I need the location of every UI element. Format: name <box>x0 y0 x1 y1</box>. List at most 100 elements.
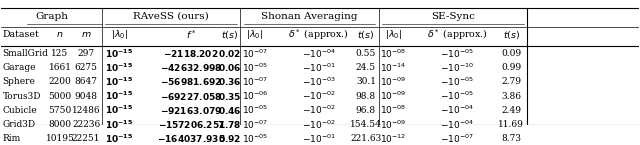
Text: $\delta^*$ (approx.): $\delta^*$ (approx.) <box>427 28 488 42</box>
Text: 5750: 5750 <box>49 106 72 115</box>
Text: $\mathbf{10^{-15}}$: $\mathbf{10^{-15}}$ <box>105 118 133 131</box>
Text: $|\lambda_0|$: $|\lambda_0|$ <box>111 28 128 41</box>
Text: 3.86: 3.86 <box>501 91 521 100</box>
Text: $-10^{-05}$: $-10^{-05}$ <box>440 47 474 60</box>
Text: 24.5: 24.5 <box>356 63 376 72</box>
Text: 10195: 10195 <box>45 134 74 143</box>
Text: $-10^{-02}$: $-10^{-02}$ <box>302 118 335 131</box>
Text: $f^*$: $f^*$ <box>186 29 196 41</box>
Text: Dataset: Dataset <box>3 30 40 39</box>
Text: 22236: 22236 <box>72 120 100 129</box>
Text: $-10^{-01}$: $-10^{-01}$ <box>302 133 335 145</box>
Text: $\mathbf{10^{-15}}$: $\mathbf{10^{-15}}$ <box>105 76 133 88</box>
Text: 2.49: 2.49 <box>501 106 521 115</box>
Text: $\mathbf{0.36}$: $\mathbf{0.36}$ <box>218 76 241 87</box>
Text: $10^{-14}$: $10^{-14}$ <box>380 61 406 74</box>
Text: 96.8: 96.8 <box>356 106 376 115</box>
Text: $10^{-07}$: $10^{-07}$ <box>242 76 268 88</box>
Text: 9048: 9048 <box>75 91 98 100</box>
Text: 0.99: 0.99 <box>501 63 521 72</box>
Text: $-10^{-02}$: $-10^{-02}$ <box>302 90 335 102</box>
Text: 8.73: 8.73 <box>501 134 521 143</box>
Text: $-10^{-02}$: $-10^{-02}$ <box>302 104 335 116</box>
Text: SmallGrid: SmallGrid <box>3 49 49 58</box>
Text: 8647: 8647 <box>75 77 98 86</box>
Text: Shonan Averaging: Shonan Averaging <box>261 12 358 21</box>
Text: $-10^{-05}$: $-10^{-05}$ <box>440 76 474 88</box>
Text: $10^{-08}$: $10^{-08}$ <box>380 104 406 116</box>
Text: $-10^{-01}$: $-10^{-01}$ <box>302 61 335 74</box>
Text: Rim: Rim <box>3 134 21 143</box>
Text: $\mathbf{1.78}$: $\mathbf{1.78}$ <box>218 119 241 130</box>
Text: $\mathbf{-2118.202}$: $\mathbf{-2118.202}$ <box>163 48 219 59</box>
Text: $n$: $n$ <box>56 30 64 39</box>
Text: $t(s)$: $t(s)$ <box>357 29 374 41</box>
Text: $10^{-12}$: $10^{-12}$ <box>380 133 406 145</box>
Text: 2200: 2200 <box>49 77 72 86</box>
Text: Torus3D: Torus3D <box>3 91 41 100</box>
Text: $10^{-07}$: $10^{-07}$ <box>242 118 268 131</box>
Text: $\mathbf{-92163.079}$: $\mathbf{-92163.079}$ <box>160 105 223 116</box>
Text: $\mathbf{10^{-15}}$: $\mathbf{10^{-15}}$ <box>105 90 133 102</box>
Text: 6275: 6275 <box>75 63 98 72</box>
Text: $|\lambda_0|$: $|\lambda_0|$ <box>246 28 264 41</box>
Text: $10^{-09}$: $10^{-09}$ <box>380 76 406 88</box>
Text: 297: 297 <box>77 49 95 58</box>
Text: $-10^{-04}$: $-10^{-04}$ <box>440 104 474 116</box>
Text: SE-Sync: SE-Sync <box>431 12 475 21</box>
Text: $10^{-05}$: $10^{-05}$ <box>242 133 268 145</box>
Text: $\mathbf{0.06}$: $\mathbf{0.06}$ <box>218 62 241 73</box>
Text: 125: 125 <box>51 49 68 58</box>
Text: $\mathbf{10^{-15}}$: $\mathbf{10^{-15}}$ <box>105 133 133 145</box>
Text: $10^{-09}$: $10^{-09}$ <box>380 118 406 131</box>
Text: 22251: 22251 <box>72 134 100 143</box>
Text: 11.69: 11.69 <box>498 120 524 129</box>
Text: Grid3D: Grid3D <box>3 120 36 129</box>
Text: $-10^{-05}$: $-10^{-05}$ <box>440 90 474 102</box>
Text: $10^{-05}$: $10^{-05}$ <box>242 104 268 116</box>
Text: $\mathbf{10^{-15}}$: $\mathbf{10^{-15}}$ <box>105 47 133 60</box>
Text: Graph: Graph <box>35 12 68 21</box>
Text: $10^{-06}$: $10^{-06}$ <box>242 90 268 102</box>
Text: $-10^{-04}$: $-10^{-04}$ <box>301 47 336 60</box>
Text: Sphere: Sphere <box>3 77 36 86</box>
Text: Cubicle: Cubicle <box>3 106 37 115</box>
Text: $\mathbf{-56981.692}$: $\mathbf{-56981.692}$ <box>160 76 222 87</box>
Text: $t(s)$: $t(s)$ <box>502 29 520 41</box>
Text: $10^{-09}$: $10^{-09}$ <box>380 90 406 102</box>
Text: $\mathbf{0.46}$: $\mathbf{0.46}$ <box>218 105 241 116</box>
Text: Garage: Garage <box>3 63 36 72</box>
Text: $|\lambda_0|$: $|\lambda_0|$ <box>385 28 402 41</box>
Text: $10^{-07}$: $10^{-07}$ <box>242 47 268 60</box>
Text: $10^{-08}$: $10^{-08}$ <box>380 47 406 60</box>
Text: 1661: 1661 <box>49 63 72 72</box>
Text: $\mathbf{0.35}$: $\mathbf{0.35}$ <box>218 90 241 102</box>
Text: 0.09: 0.09 <box>501 49 521 58</box>
Text: $\mathbf{-69227.058}$: $\mathbf{-69227.058}$ <box>160 90 223 102</box>
Text: 2.79: 2.79 <box>501 77 521 86</box>
Text: 154.54: 154.54 <box>350 120 382 129</box>
Text: $-10^{-04}$: $-10^{-04}$ <box>440 118 474 131</box>
Text: $m$: $m$ <box>81 30 92 39</box>
Text: $\mathbf{5.92}$: $\mathbf{5.92}$ <box>218 133 241 144</box>
Text: 8000: 8000 <box>49 120 72 129</box>
Text: $t(s)$: $t(s)$ <box>221 29 238 41</box>
Text: $\mathbf{-157206.257}$: $\mathbf{-157206.257}$ <box>157 119 225 130</box>
Text: $\mathbf{10^{-15}}$: $\mathbf{10^{-15}}$ <box>105 61 133 74</box>
Text: $\mathbf{0.02}$: $\mathbf{0.02}$ <box>218 48 241 59</box>
Text: 12486: 12486 <box>72 106 100 115</box>
Text: $-10^{-07}$: $-10^{-07}$ <box>440 133 474 145</box>
Text: 221.63: 221.63 <box>350 134 381 143</box>
Text: RAveSS (ours): RAveSS (ours) <box>133 12 209 21</box>
Text: 98.8: 98.8 <box>356 91 376 100</box>
Text: $10^{-05}$: $10^{-05}$ <box>242 61 268 74</box>
Text: $-10^{-03}$: $-10^{-03}$ <box>302 76 335 88</box>
Text: $\delta^*$ (approx.): $\delta^*$ (approx.) <box>288 28 349 42</box>
Text: 30.1: 30.1 <box>356 77 376 86</box>
Text: $\mathbf{-164037.930}$: $\mathbf{-164037.930}$ <box>157 133 226 144</box>
Text: $\mathbf{-42632.998}$: $\mathbf{-42632.998}$ <box>160 62 223 73</box>
Text: 0.55: 0.55 <box>356 49 376 58</box>
Text: $-10^{-10}$: $-10^{-10}$ <box>440 61 474 74</box>
Text: 5000: 5000 <box>49 91 72 100</box>
Text: $\mathbf{10^{-15}}$: $\mathbf{10^{-15}}$ <box>105 104 133 116</box>
